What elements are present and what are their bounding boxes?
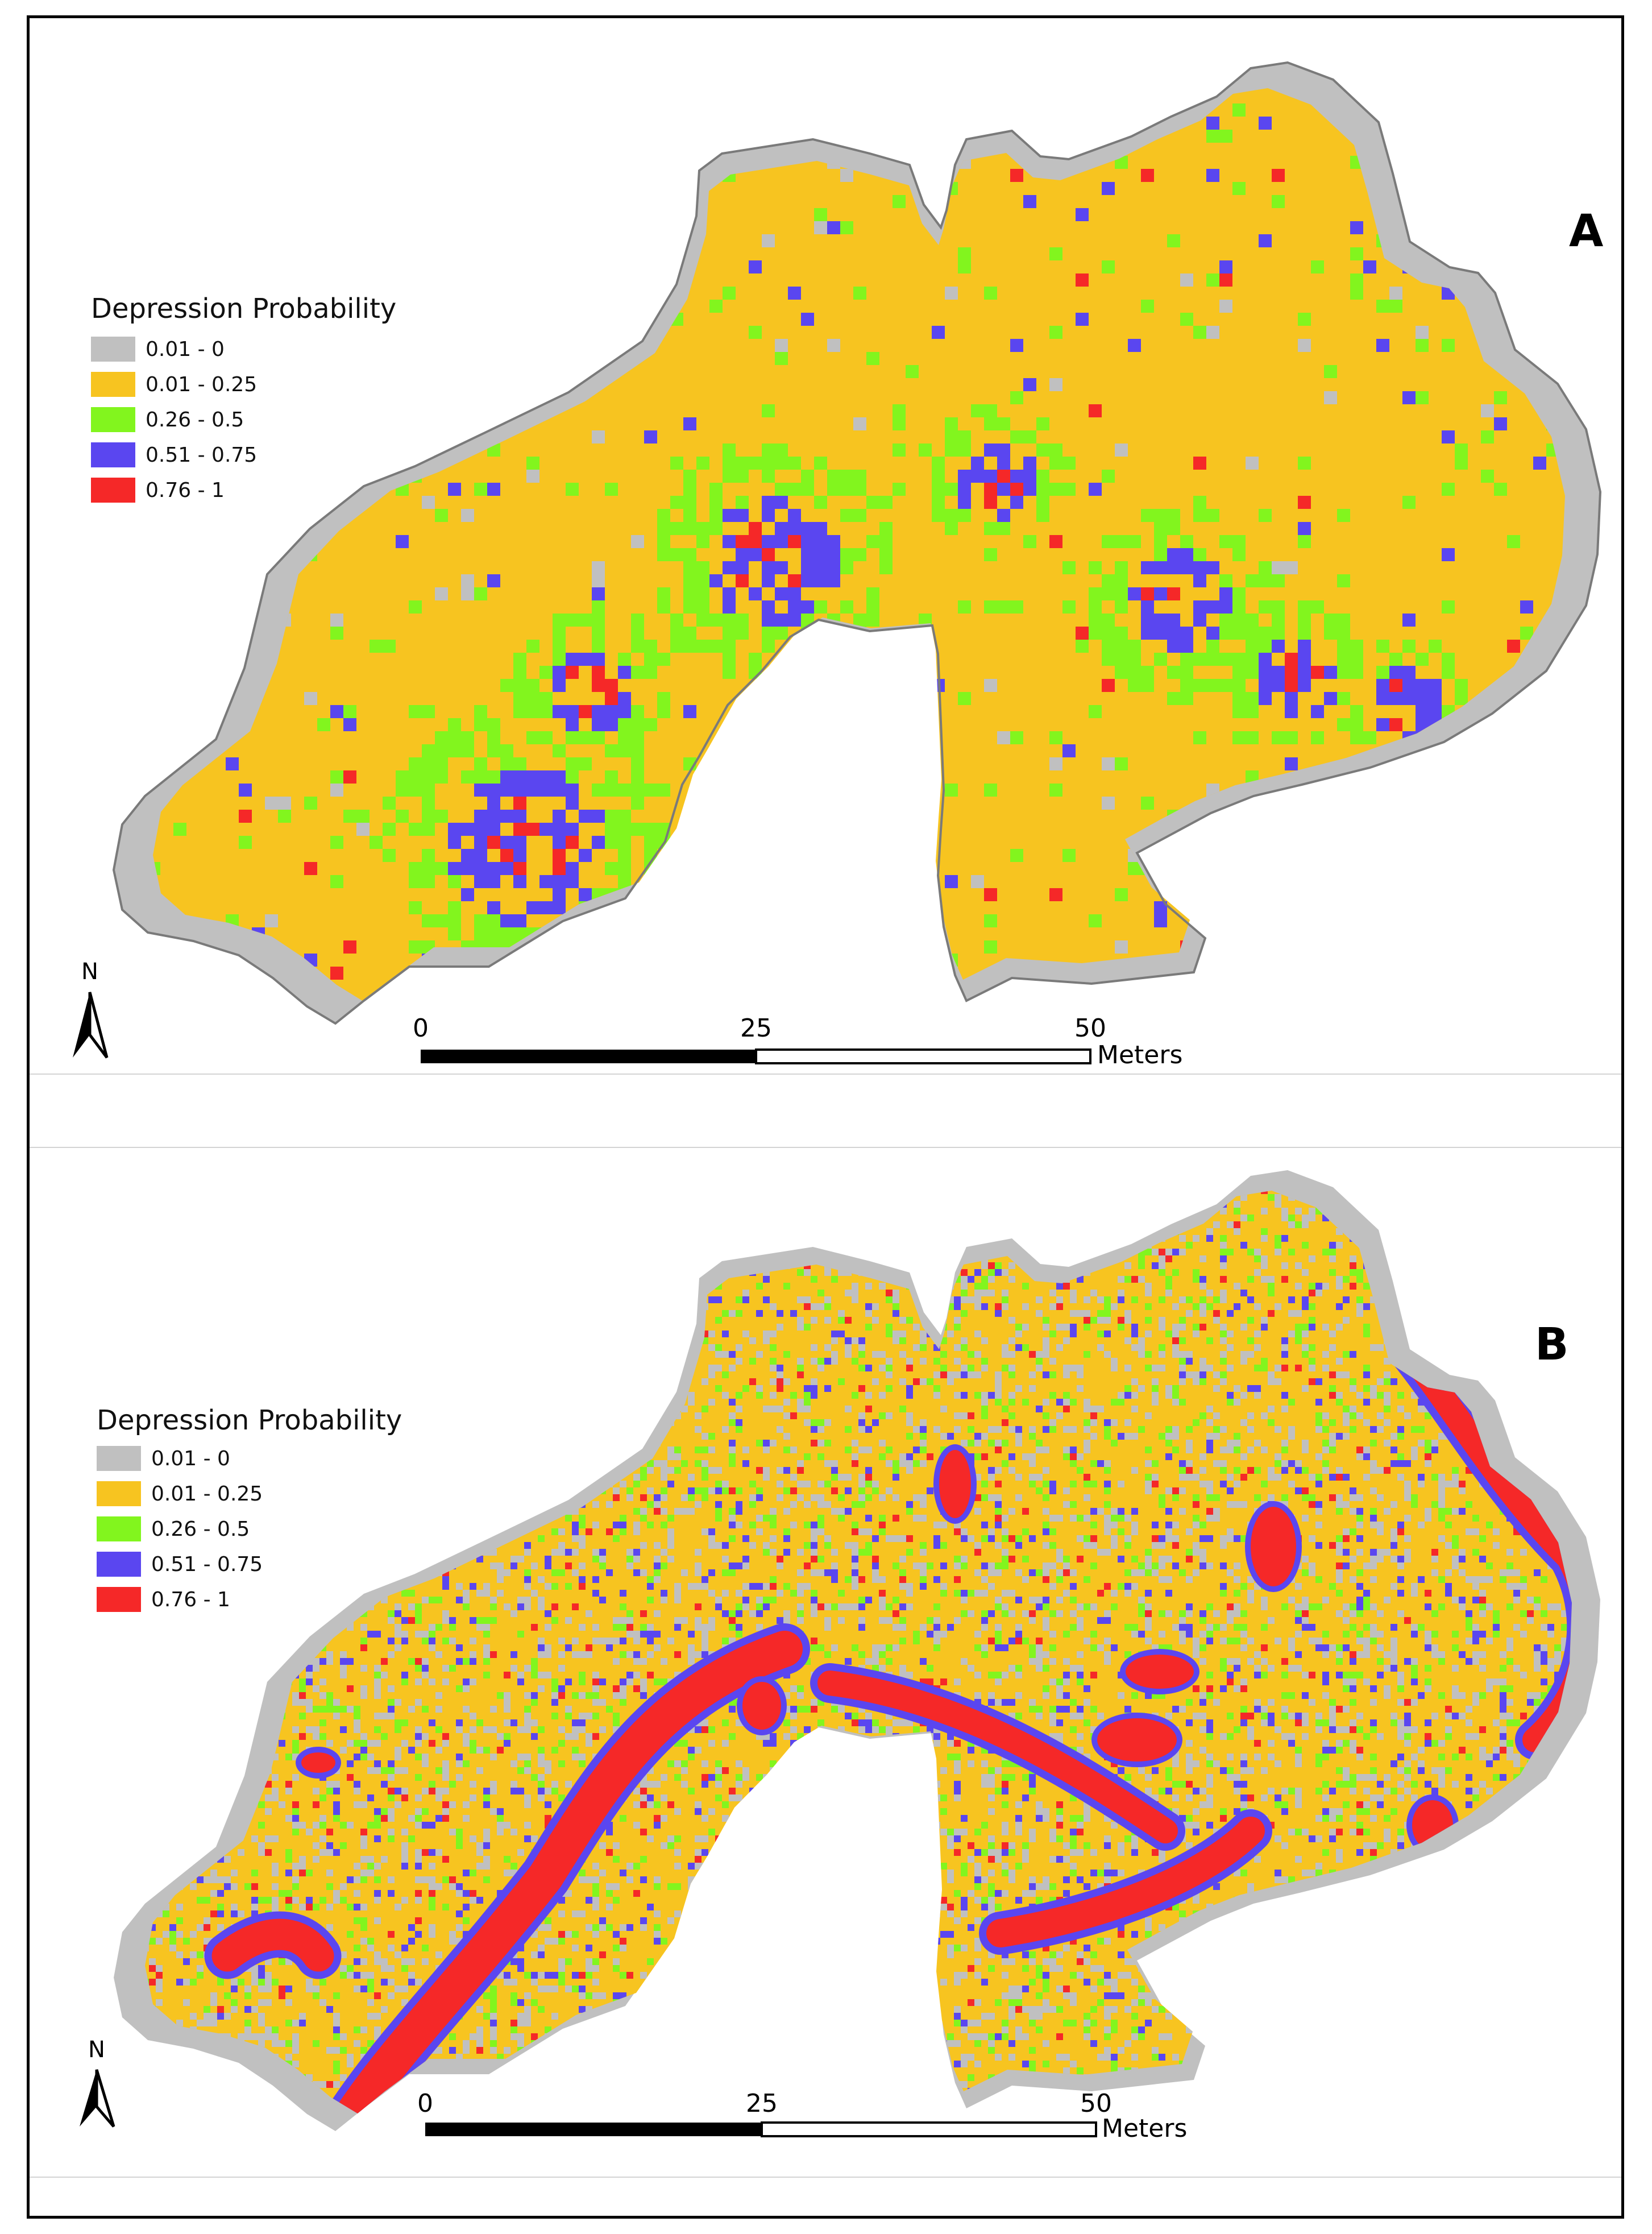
- legend-item: 0.51 - 0.75: [91, 437, 396, 473]
- legend-swatch-yellow: [91, 372, 135, 397]
- scale-bar: 0 25 50 Meters: [417, 2089, 1187, 2143]
- legend-item: 0.26 - 0.5: [91, 402, 396, 437]
- scale-segment-dark: [421, 1050, 756, 1063]
- legend-swatch-blue: [97, 1552, 141, 1577]
- legend-item: 0.01 - 0: [91, 331, 396, 367]
- scale-tick-25: 25: [746, 2089, 778, 2118]
- scale-bar: 0 25 50 Meters: [413, 1014, 1182, 1069]
- legend-label: 0.51 - 0.75: [146, 443, 258, 467]
- legend-swatch-yellow: [97, 1481, 141, 1506]
- site-boundary-line: [112, 61, 1602, 1025]
- probability-raster-fine: [145, 1191, 1572, 2113]
- north-label: N: [88, 2037, 105, 2063]
- legend-label: 0.01 - 0: [146, 337, 225, 361]
- legend-label: 0.26 - 0.5: [151, 1517, 250, 1541]
- legend-item: 0.76 - 1: [97, 1582, 402, 1617]
- scale-unit: Meters: [1102, 2114, 1187, 2143]
- legend-label: 0.01 - 0.25: [151, 1482, 263, 1506]
- scale-unit: Meters: [1097, 1041, 1182, 1069]
- legend-swatch-green: [91, 407, 135, 432]
- scale-segment-dark: [425, 2123, 762, 2136]
- legend-swatch-red: [91, 478, 135, 503]
- legend-a: Depression Probability 0.01 - 0 0.01 - 0…: [91, 293, 396, 508]
- legend-label: 0.76 - 1: [151, 1588, 230, 1611]
- panel-a-bottom-rule: [30, 1074, 1621, 1075]
- legend-item: 0.01 - 0.25: [97, 1476, 402, 1511]
- panel-b-map: N 0 25 50 Meters: [80, 1170, 1600, 2143]
- legend-item: 0.51 - 0.75: [97, 1547, 402, 1582]
- scale-tick-0: 0: [417, 2089, 433, 2118]
- scale-segment-light: [755, 1048, 1091, 1064]
- legend-title: Depression Probability: [91, 293, 397, 325]
- panel-label-b: B: [1535, 1319, 1569, 1370]
- north-arrow-icon: N: [80, 2037, 115, 2128]
- legend-b: Depression Probability 0.01 - 0 0.01 - 0…: [97, 1404, 402, 1617]
- legend-swatch-gray: [97, 1446, 141, 1471]
- scale-tick-50: 50: [1074, 1014, 1106, 1043]
- panel-a-map: N 0 25 50 Meters: [73, 61, 1602, 1069]
- legend-label: 0.01 - 0.25: [146, 372, 258, 396]
- scale-tick-25: 25: [740, 1014, 772, 1043]
- panel-b-top-rule: [30, 1147, 1621, 1148]
- scale-segment-light: [761, 2121, 1097, 2137]
- legend-item: 0.26 - 0.5: [97, 1511, 402, 1547]
- legend-item: 0.01 - 0.25: [91, 367, 396, 402]
- north-label: N: [81, 959, 98, 985]
- panel-label-a: A: [1569, 206, 1604, 257]
- legend-swatch-gray: [91, 337, 135, 362]
- legend-title: Depression Probability: [97, 1404, 402, 1436]
- legend-swatch-red: [97, 1587, 141, 1612]
- legend-swatch-green: [97, 1516, 141, 1541]
- panel-b-bottom-rule: [30, 2177, 1621, 2178]
- legend-label: 0.76 - 1: [146, 478, 225, 502]
- legend-label: 0.01 - 0: [151, 1446, 230, 1470]
- legend-swatch-blue: [91, 442, 135, 467]
- legend-label: 0.26 - 0.5: [146, 408, 244, 432]
- legend-label: 0.51 - 0.75: [151, 1552, 263, 1576]
- legend-item: 0.76 - 1: [91, 473, 396, 508]
- scale-tick-50: 50: [1080, 2089, 1112, 2118]
- north-arrow-icon: N: [73, 959, 109, 1059]
- scale-tick-0: 0: [413, 1014, 429, 1043]
- legend-item: 0.01 - 0: [97, 1441, 402, 1476]
